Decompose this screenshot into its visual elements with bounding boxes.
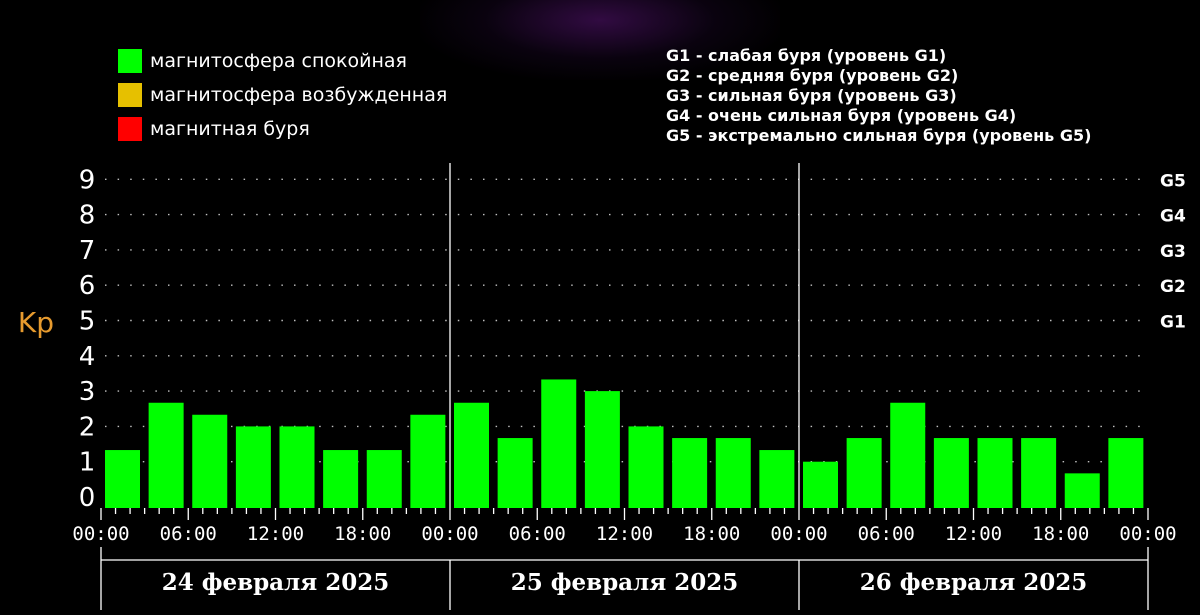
y-tick-label: 1 (79, 448, 96, 478)
legend-label-storm: магнитная буря (150, 118, 310, 140)
kp-bar (410, 414, 446, 508)
kp-bar (977, 438, 1013, 508)
kp-bar (584, 391, 620, 508)
kp-bar (235, 426, 271, 508)
x-tick-label: 12:00 (596, 523, 653, 545)
g-level-label: G2 (1160, 277, 1186, 297)
storm-legend-g4: G4 - очень сильная буря (уровень G4) (666, 106, 1017, 125)
kp-bar (933, 438, 969, 508)
kp-bar (323, 450, 359, 508)
storm-level-legend: G1 - слабая буря (уровень G1) G2 - средн… (666, 46, 1091, 146)
y-tick-label: 7 (79, 236, 96, 266)
kp-bar (454, 402, 489, 508)
kp-bar (366, 450, 402, 508)
kp-bar (148, 402, 184, 508)
kp-bar (846, 438, 882, 508)
legend-label-excited: магнитосфера возбужденная (150, 84, 448, 106)
x-tick-label: 06:00 (160, 523, 217, 545)
x-tick-label: 18:00 (334, 523, 391, 545)
y-tick-label: 8 (79, 201, 96, 231)
kp-bar (759, 450, 795, 508)
kp-bar (1064, 473, 1100, 508)
kp-bar (192, 414, 228, 508)
kp-bar (279, 426, 315, 508)
kp-bar (1108, 438, 1144, 508)
y-axis-label: Kp (18, 306, 54, 339)
y-tick-label: 4 (79, 342, 96, 372)
legend-swatch-storm (118, 117, 142, 141)
kp-bar (541, 379, 577, 508)
kp-bar (715, 438, 751, 508)
kp-bar (890, 402, 926, 508)
x-tick-label: 12:00 (247, 523, 304, 545)
g-level-label: G1 (1160, 313, 1186, 333)
kp-bar (1021, 438, 1057, 508)
y-tick-label: 9 (79, 165, 96, 195)
storm-legend-g1: G1 - слабая буря (уровень G1) (666, 46, 947, 65)
legend-label-calm: магнитосфера спокойная (150, 50, 407, 72)
color-legend: магнитосфера спокойная магнитосфера возб… (118, 44, 447, 146)
storm-legend-g2: G2 - средняя буря (уровень G2) (666, 66, 959, 85)
kp-bar (628, 426, 664, 508)
y-tick-label: 5 (79, 307, 96, 337)
storm-legend-g5: G5 - экстремально сильная буря (уровень … (666, 126, 1092, 145)
x-tick-label: 18:00 (1032, 523, 1089, 545)
date-label: 25 февраля 2025 (511, 569, 739, 596)
background-glow (420, 0, 780, 80)
x-tick-label: 12:00 (945, 523, 1002, 545)
y-tick-label: 2 (79, 412, 96, 442)
legend-swatch-excited (118, 83, 142, 107)
g-level-label: G3 (1160, 242, 1186, 262)
x-tick-label: 06:00 (858, 523, 915, 545)
legend-swatch-calm (118, 49, 142, 73)
y-tick-label: 6 (79, 271, 96, 301)
kp-bar (105, 450, 140, 508)
g-level-label: G4 (1160, 207, 1186, 227)
legend-item-calm: магнитосфера спокойная (118, 44, 447, 78)
x-tick-label: 00:00 (72, 523, 129, 545)
x-tick-label: 00:00 (1119, 523, 1176, 545)
x-tick-label: 00:00 (770, 523, 827, 545)
kp-bar (803, 461, 838, 508)
date-label: 24 февраля 2025 (162, 569, 390, 596)
kp-bar (497, 438, 533, 508)
x-tick-label: 06:00 (509, 523, 566, 545)
g-level-label: G5 (1160, 171, 1186, 191)
kp-bar (672, 438, 708, 508)
legend-item-excited: магнитосфера возбужденная (118, 78, 447, 112)
y-tick-label: 3 (79, 377, 96, 407)
legend-item-storm: магнитная буря (118, 112, 447, 146)
x-tick-label: 00:00 (421, 523, 478, 545)
x-tick-label: 18:00 (683, 523, 740, 545)
storm-legend-g3: G3 - сильная буря (уровень G3) (666, 86, 957, 105)
y-tick-label: 0 (79, 483, 96, 513)
date-label: 26 февраля 2025 (860, 569, 1088, 596)
